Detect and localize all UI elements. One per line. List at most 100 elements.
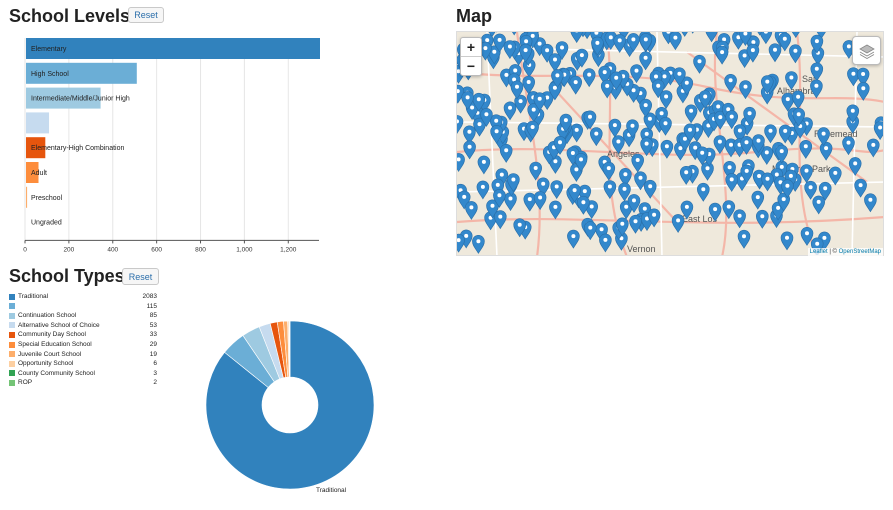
map-marker[interactable] — [631, 65, 643, 83]
map-marker[interactable] — [584, 222, 596, 240]
map-marker[interactable] — [465, 201, 477, 219]
legend-count: 33 — [128, 331, 157, 338]
map-marker[interactable] — [583, 69, 595, 87]
map-marker[interactable] — [570, 76, 582, 94]
map-marker[interactable] — [723, 201, 735, 219]
map-marker[interactable] — [504, 102, 516, 120]
map-marker[interactable] — [599, 234, 611, 252]
bar[interactable] — [26, 38, 320, 59]
bar-label: Elementary — [31, 46, 67, 53]
map-marker[interactable] — [685, 105, 697, 123]
map-marker[interactable] — [472, 235, 484, 253]
map-marker[interactable] — [478, 156, 490, 174]
map-marker[interactable] — [776, 145, 788, 163]
map-marker[interactable] — [805, 181, 817, 199]
map-marker[interactable] — [477, 181, 489, 199]
map-marker[interactable] — [760, 32, 772, 44]
map-marker[interactable] — [855, 179, 867, 197]
map-marker[interactable] — [505, 193, 517, 211]
legend-label: Traditional — [18, 293, 128, 300]
types-reset-button[interactable]: Reset — [122, 268, 159, 285]
map-marker[interactable] — [534, 192, 546, 210]
map-marker[interactable] — [792, 91, 804, 109]
map-marker[interactable] — [801, 165, 813, 183]
map-marker[interactable] — [790, 32, 802, 38]
map-marker[interactable] — [524, 193, 536, 211]
map-marker[interactable] — [614, 34, 626, 52]
map-marker[interactable] — [660, 91, 672, 109]
map-marker[interactable] — [549, 201, 561, 219]
map-marker[interactable] — [694, 55, 706, 73]
map-marker[interactable] — [530, 162, 542, 180]
map-marker[interactable] — [632, 154, 644, 172]
map-marker[interactable] — [604, 181, 616, 199]
map-marker[interactable] — [672, 214, 684, 232]
map-marker[interactable] — [660, 117, 672, 135]
map-marker[interactable] — [740, 81, 752, 99]
bar-x-tick-label: 1,200 — [280, 246, 297, 253]
map-marker[interactable] — [765, 125, 777, 143]
map-marker[interactable] — [829, 167, 841, 185]
layers-control-button[interactable] — [852, 36, 881, 65]
map-attribution: Leaflet | © OpenStreetMap — [808, 248, 883, 256]
levels-reset-button[interactable]: Reset — [128, 7, 164, 23]
map-marker[interactable] — [697, 183, 709, 201]
map-marker[interactable] — [457, 153, 465, 171]
map-marker[interactable] — [813, 196, 825, 214]
zoom-out-button[interactable]: − — [461, 57, 481, 75]
map-tiles[interactable]: SanAlhambraMonterey ParkAngelesRosemeadE… — [457, 32, 884, 256]
map-marker[interactable] — [549, 54, 561, 72]
map-marker[interactable] — [738, 230, 750, 248]
map-marker[interactable] — [457, 115, 463, 133]
map-marker[interactable] — [752, 191, 764, 209]
map-marker[interactable] — [726, 173, 738, 191]
map-marker[interactable] — [864, 194, 876, 212]
map-marker[interactable] — [464, 141, 476, 159]
map-marker[interactable] — [644, 180, 656, 198]
map-marker[interactable] — [781, 232, 793, 250]
map-marker[interactable] — [769, 44, 781, 62]
map-marker[interactable] — [874, 122, 884, 140]
map-marker[interactable] — [630, 215, 642, 233]
map-marker[interactable] — [867, 139, 879, 157]
legend-item[interactable]: 115 — [9, 302, 157, 311]
map-marker[interactable] — [687, 32, 699, 33]
map-marker[interactable] — [603, 162, 615, 180]
map-marker[interactable] — [702, 162, 714, 180]
map-marker[interactable] — [500, 144, 512, 162]
map-marker[interactable] — [756, 210, 768, 228]
bar[interactable] — [26, 187, 27, 208]
map-marker[interactable] — [567, 230, 579, 248]
map-marker[interactable] — [680, 166, 692, 184]
map-marker[interactable] — [551, 181, 563, 199]
bar[interactable] — [26, 112, 49, 133]
map-marker[interactable] — [849, 157, 861, 175]
map-marker[interactable] — [800, 140, 812, 158]
map-marker[interactable] — [762, 173, 774, 191]
map-marker[interactable] — [734, 210, 746, 228]
map-marker[interactable] — [725, 74, 737, 92]
map-marker[interactable] — [590, 128, 602, 146]
bar-label: Adult — [31, 170, 47, 177]
map-marker[interactable] — [571, 32, 583, 43]
zoom-in-button[interactable]: + — [461, 38, 481, 57]
map-marker[interactable] — [669, 32, 681, 50]
map-marker[interactable] — [716, 46, 728, 64]
map-container[interactable]: SanAlhambraMonterey ParkAngelesRosemeadE… — [456, 31, 884, 256]
leaflet-link[interactable]: Leaflet — [810, 249, 828, 255]
map-marker[interactable] — [843, 137, 855, 155]
map-marker[interactable] — [714, 136, 726, 154]
openstreetmap-link[interactable]: OpenStreetMap — [839, 249, 881, 255]
map-marker[interactable] — [820, 142, 832, 160]
map-marker[interactable] — [457, 234, 465, 252]
legend-swatch — [9, 332, 15, 338]
